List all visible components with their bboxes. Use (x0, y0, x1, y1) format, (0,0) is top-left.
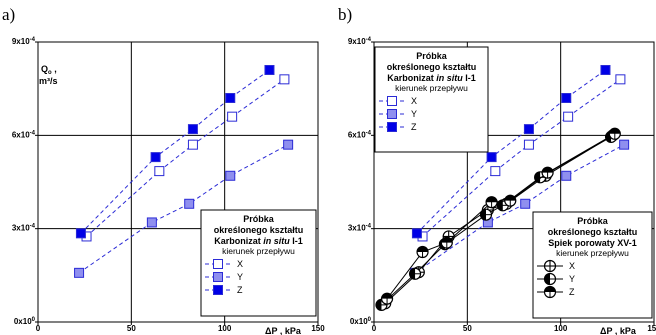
legend-marker-x (214, 260, 223, 269)
panel-b-data-point (562, 171, 571, 180)
panel-a-data-point (75, 268, 84, 277)
panel-b-xtick-label: 50 (463, 324, 472, 333)
legend-material: Karbonizat in situ I-1 (214, 236, 303, 246)
panel-b-label: b) (338, 5, 352, 24)
legend-title-line-1: Próbka (416, 51, 448, 61)
legend-label-z: Z (237, 285, 243, 295)
legend-title-line-1: Próbka (243, 214, 275, 224)
panel-a-ytick-label: 3x10-4 (12, 224, 36, 233)
panel-b-data-point (412, 229, 421, 238)
panel-b-data-point (616, 75, 625, 84)
legend-label-z: Z (569, 287, 575, 297)
panel-b-data-point (562, 94, 571, 103)
panel-a-data-point (226, 171, 235, 180)
legend-title-line-2: określonego kształtu (548, 227, 638, 237)
panel-a-data-point (280, 75, 289, 84)
panel-a-ytick-label: 9x10-4 (12, 37, 36, 46)
panel-a-ytick-label: 6x10-4 (12, 130, 36, 139)
panel-b-xtick-label: 150 (647, 324, 656, 333)
panel-a-data-point (185, 199, 194, 208)
panel-b-ytick-label: 0x100 (350, 317, 372, 326)
panel-a-label: a) (2, 5, 15, 24)
panel-a-ylabel-unit: m³/s (39, 76, 58, 86)
panel-a-xtick-label: 0 (36, 324, 41, 333)
panel-a-data-point (76, 229, 85, 238)
legend-marker-x (388, 97, 397, 106)
legend-marker-y (388, 110, 397, 119)
legend-label-y: Y (237, 272, 243, 282)
panel-a-data-point (226, 94, 235, 103)
panel-a-xtick-label: 50 (127, 324, 136, 333)
legend-label-y: Y (569, 274, 575, 284)
panel-a-xlabel: ΔP , kPa (265, 326, 302, 335)
legend-marker-z (214, 286, 223, 295)
panel-b-ytick-label: 9x10-4 (348, 37, 372, 46)
panel-b-data-point (524, 125, 533, 134)
panel-b-data-point (601, 66, 610, 75)
legend-marker-z (388, 123, 397, 132)
panel-b-xlabel: ΔP , kPa (600, 326, 637, 335)
panel-b-data-point (487, 153, 496, 162)
panel-b-data-point (564, 112, 573, 121)
legend-material: Spiek porowaty XV-1 (548, 238, 637, 248)
legend-label-y: Y (411, 109, 417, 119)
legend-subtitle: kierunek przepływu (556, 248, 629, 258)
panel-b-ytick-label: 6x10-4 (348, 130, 372, 139)
panel-a-data-point (188, 125, 197, 134)
panel-a-ytick-label: 0x100 (14, 317, 36, 326)
panel-b-data-point (620, 140, 629, 149)
legend-title-line-1: Próbka (577, 216, 609, 226)
panel-a-data-point (188, 140, 197, 149)
legend-label-x: X (237, 259, 243, 269)
panel-b-data-point (524, 140, 533, 149)
panel-a-data-point (265, 66, 274, 75)
legend-label-z: Z (411, 122, 417, 132)
panel-a-data-point (155, 167, 164, 176)
panel-a-xtick-label: 150 (311, 324, 325, 333)
legend-material: Karbonizat in situ I-1 (387, 73, 476, 83)
legend-title-line-2: określonego kształtu (387, 62, 477, 72)
panel-a-data-point (228, 112, 237, 121)
panel-b-ytick-label: 3x10-4 (348, 224, 372, 233)
legend-marker-y (214, 273, 223, 282)
panel-a-data-point (284, 140, 293, 149)
panel-b-xtick-label: 0 (372, 324, 377, 333)
panel-b-data-point (521, 199, 530, 208)
panel-a-data-point (151, 153, 160, 162)
panel-a-data-point (147, 218, 156, 227)
legend-subtitle: kierunek przepływu (395, 83, 468, 93)
legend-title-line-2: określonego kształtu (214, 225, 304, 235)
panel-b-data-point (491, 167, 500, 176)
panel-b-xtick-label: 100 (554, 324, 568, 333)
legend-label-x: X (411, 96, 417, 106)
legend-label-x: X (569, 261, 575, 271)
legend-subtitle: kierunek przepływu (222, 246, 295, 256)
panel-a-xtick-label: 100 (218, 324, 232, 333)
